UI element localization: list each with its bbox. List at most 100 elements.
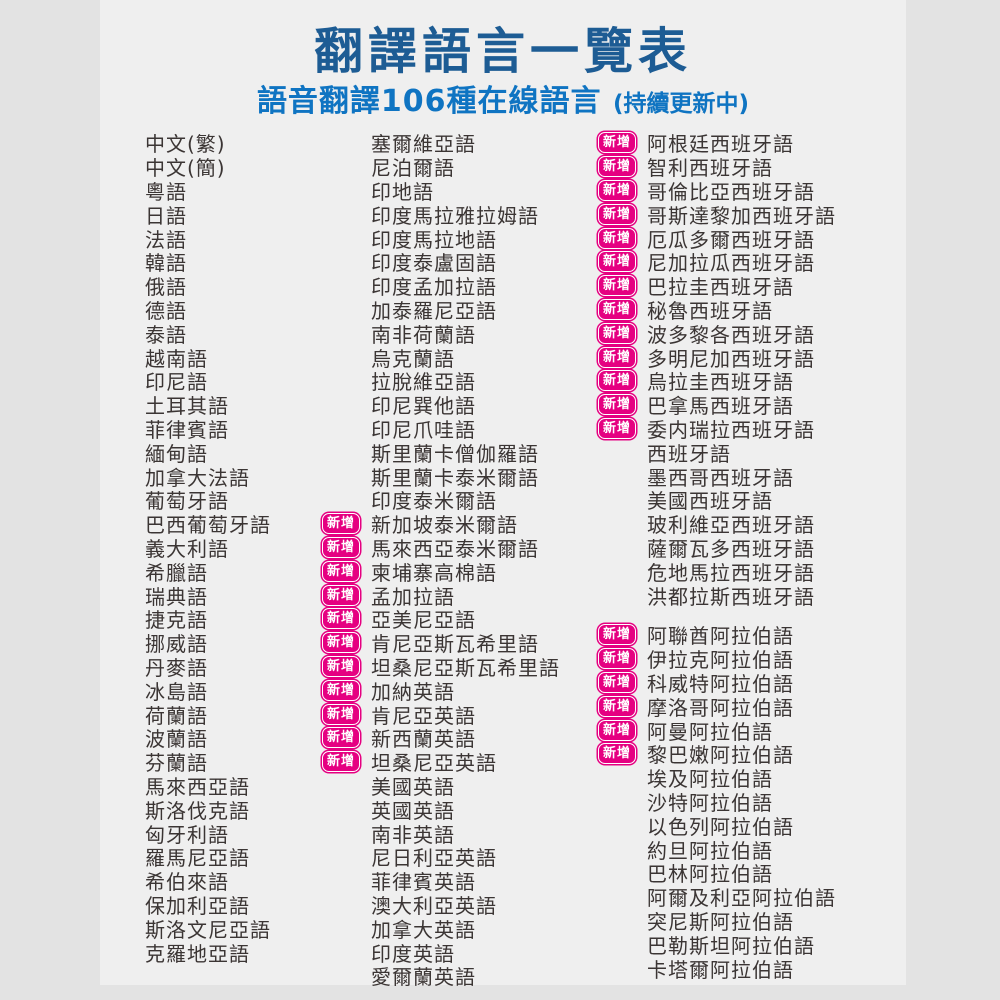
language-row: 粵語 bbox=[145, 179, 271, 204]
language-row: 匈牙利語 bbox=[145, 821, 271, 847]
language-row: 新增 科威特阿拉伯語 bbox=[598, 671, 836, 696]
language-row: 新增 秘魯西班牙語 bbox=[598, 298, 836, 323]
language-row: 新增 新加坡泰米爾語 bbox=[322, 512, 560, 537]
new-badge-slot: 新增 bbox=[322, 536, 371, 558]
language-row: 冰島語 bbox=[145, 678, 271, 704]
language-label: 俄語 bbox=[145, 275, 187, 300]
language-row: 斯里蘭卡泰米爾語 bbox=[322, 464, 560, 490]
language-label: 羅馬尼亞語 bbox=[145, 846, 250, 871]
language-row: 斯洛伐克語 bbox=[145, 797, 271, 823]
new-badge-slot: 新增 bbox=[598, 719, 647, 741]
language-label: 加泰羅尼亞語 bbox=[371, 298, 497, 323]
language-label: 菲律賓語 bbox=[145, 417, 229, 442]
language-label: 加拿大法語 bbox=[145, 465, 250, 490]
language-label: 約旦阿拉伯語 bbox=[647, 838, 773, 863]
language-label: 坦桑尼亞斯瓦希里語 bbox=[371, 655, 560, 680]
language-row: 以色列阿拉伯語 bbox=[598, 813, 836, 839]
language-row: 墨西哥西班牙語 bbox=[598, 464, 836, 490]
new-badge: 新增 bbox=[598, 156, 637, 178]
language-row: 印度馬拉地語 bbox=[322, 226, 560, 252]
language-row: 斯洛文尼亞語 bbox=[145, 916, 271, 942]
language-label: 秘魯西班牙語 bbox=[647, 298, 773, 323]
new-badge: 新增 bbox=[598, 695, 637, 717]
subtitle-note: (持續更新中) bbox=[613, 91, 750, 117]
language-row: 緬甸語 bbox=[145, 440, 271, 466]
new-badge: 新增 bbox=[322, 608, 361, 630]
language-label: 加納英語 bbox=[371, 679, 455, 704]
language-row: 新增 孟加拉語 bbox=[322, 583, 560, 609]
language-label: 印度孟加拉語 bbox=[371, 275, 497, 300]
language-row: 瑞典語 bbox=[145, 583, 271, 609]
language-row: 約旦阿拉伯語 bbox=[598, 837, 836, 863]
language-label: 美國英語 bbox=[371, 774, 455, 799]
language-row: 斯里蘭卡僧伽羅語 bbox=[322, 440, 560, 466]
language-label: 印尼爪哇語 bbox=[371, 417, 476, 442]
language-row: 危地馬拉西班牙語 bbox=[598, 559, 836, 585]
language-row: 新增 烏拉圭西班牙語 bbox=[598, 369, 836, 395]
language-label: 烏拉圭西班牙語 bbox=[647, 370, 794, 395]
language-label: 愛爾蘭英語 bbox=[371, 965, 476, 990]
language-label: 克羅地亞語 bbox=[145, 941, 250, 966]
language-row: 新增 哥斯達黎加西班牙語 bbox=[598, 202, 836, 228]
language-row: 法語 bbox=[145, 226, 271, 252]
language-column-3: 新增 阿根廷西班牙語 新增 智利西班牙語 新增 哥倫比亞西班牙語 新增 哥斯達黎加西班牙語 新增… bbox=[598, 131, 836, 982]
new-badge: 新增 bbox=[598, 417, 637, 439]
language-row: 美國英語 bbox=[322, 774, 560, 799]
language-row: 玻利維亞西班牙語 bbox=[598, 512, 836, 537]
new-badge-slot: 新增 bbox=[598, 648, 647, 670]
language-label: 中文(簡) bbox=[145, 156, 226, 181]
language-row: 澳大利亞英語 bbox=[322, 893, 560, 918]
language-label: 烏克蘭語 bbox=[371, 346, 455, 371]
language-label: 巴林阿拉伯語 bbox=[647, 862, 773, 887]
new-badge-slot: 新增 bbox=[598, 695, 647, 717]
language-row: 新增 波多黎各西班牙語 bbox=[598, 321, 836, 347]
language-label: 冰島語 bbox=[145, 679, 208, 704]
language-label: 澳大利亞英語 bbox=[371, 893, 497, 918]
language-row: 印度泰盧固語 bbox=[322, 250, 560, 275]
new-badge: 新增 bbox=[598, 671, 637, 693]
language-row: 加泰羅尼亞語 bbox=[322, 298, 560, 323]
language-label: 新西蘭英語 bbox=[371, 727, 476, 752]
language-row: 新增 巴拿馬西班牙語 bbox=[598, 393, 836, 419]
new-badge: 新增 bbox=[322, 560, 361, 582]
language-label: 印度馬拉地語 bbox=[371, 227, 497, 252]
new-badge-slot: 新增 bbox=[598, 275, 647, 297]
language-row: 新增 巴拉圭西班牙語 bbox=[598, 274, 836, 299]
language-label: 葡萄牙語 bbox=[145, 489, 229, 514]
language-label: 洪都拉斯西班牙語 bbox=[647, 584, 815, 609]
language-row: 印地語 bbox=[322, 179, 560, 204]
language-row: 新增 阿根廷西班牙語 bbox=[598, 131, 836, 156]
new-badge: 新增 bbox=[598, 743, 637, 765]
language-label: 肯尼亞英語 bbox=[371, 703, 476, 728]
new-badge-slot: 新增 bbox=[322, 703, 371, 725]
language-label: 拉脫維亞語 bbox=[371, 370, 476, 395]
new-badge: 新增 bbox=[598, 624, 637, 646]
language-row: 洪都拉斯西班牙語 bbox=[598, 583, 836, 609]
language-label: 亞美尼亞語 bbox=[371, 608, 476, 633]
language-row: 新增 新西蘭英語 bbox=[322, 726, 560, 752]
new-badge-slot: 新增 bbox=[322, 560, 371, 582]
language-label: 巴拿馬西班牙語 bbox=[647, 394, 794, 419]
new-badge: 新增 bbox=[322, 655, 361, 677]
language-label: 多明尼加西班牙語 bbox=[647, 346, 815, 371]
language-label: 捷克語 bbox=[145, 608, 208, 633]
language-label: 英國英語 bbox=[371, 798, 455, 823]
language-label: 瑞典語 bbox=[145, 584, 208, 609]
language-label: 科威特阿拉伯語 bbox=[647, 671, 794, 696]
new-badge: 新增 bbox=[322, 536, 361, 558]
new-badge: 新增 bbox=[598, 298, 637, 320]
new-badge-slot: 新增 bbox=[322, 632, 371, 654]
language-label: 阿爾及利亞阿拉伯語 bbox=[647, 886, 836, 911]
language-label: 印度泰米爾語 bbox=[371, 489, 497, 514]
new-badge: 新增 bbox=[598, 322, 637, 344]
new-badge-slot: 新增 bbox=[322, 679, 371, 701]
language-row: 阿爾及利亞阿拉伯語 bbox=[598, 885, 836, 911]
new-badge-slot: 新增 bbox=[598, 251, 647, 273]
language-label: 德語 bbox=[145, 298, 187, 323]
new-badge: 新增 bbox=[598, 346, 637, 368]
language-row: 印度孟加拉語 bbox=[322, 274, 560, 300]
language-row: 西班牙語 bbox=[598, 440, 836, 466]
language-label: 墨西哥西班牙語 bbox=[647, 465, 794, 490]
language-row: 印度英語 bbox=[322, 940, 560, 966]
language-label: 埃及阿拉伯語 bbox=[647, 767, 773, 792]
